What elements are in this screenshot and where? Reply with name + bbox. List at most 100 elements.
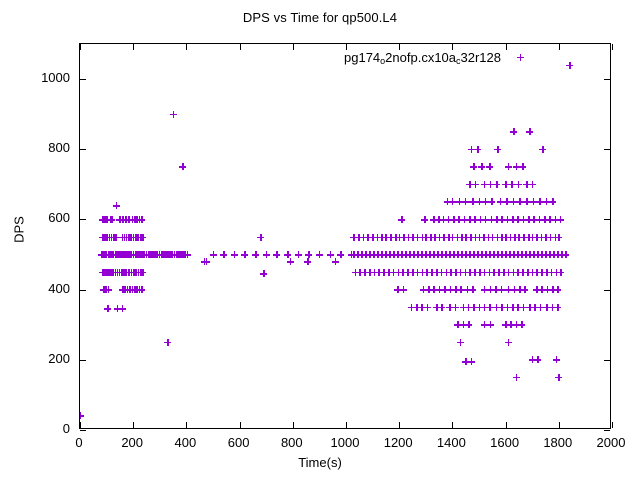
data-point [200,258,208,266]
x-axis-tick [239,44,241,50]
data-point [510,128,518,136]
data-point [262,251,270,259]
data-point [128,286,136,294]
data-point [495,268,503,276]
data-point [413,268,421,276]
data-point [476,215,484,223]
data-point [409,268,416,276]
data-point [124,233,132,241]
legend: pg174o2nofp.cx10ac32r128 [344,47,533,67]
y-axis-tick [604,79,610,81]
data-point [465,215,473,223]
data-point [230,251,238,259]
data-point [466,180,474,188]
data-point [152,251,160,259]
data-point [542,251,549,259]
data-point [115,268,123,276]
data-point [526,128,534,136]
data-point [510,286,518,294]
data-point [105,268,113,276]
data-point [421,215,429,223]
data-point [168,251,176,259]
data-point [103,268,111,276]
data-point [549,251,557,259]
x-axis-tick [346,422,347,428]
data-point [498,251,506,259]
data-point [370,268,378,276]
data-point [463,286,471,294]
data-point [523,180,531,188]
data-point [512,373,520,381]
data-point [100,233,108,241]
data-point [478,163,486,171]
x-axis-tick [505,422,507,428]
y-axis-tick [604,149,610,151]
data-point [557,268,565,276]
data-point [161,251,169,259]
data-point [430,286,438,294]
data-point [373,233,381,241]
data-point [454,251,462,259]
data-point [351,268,359,276]
data-point [366,251,374,259]
data-point [459,321,467,329]
data-point [113,268,121,276]
data-point [547,268,555,276]
data-point [504,338,512,346]
data-point [122,268,130,276]
data-point [422,233,430,241]
data-point [451,303,459,311]
data-point [101,268,109,276]
data-point [108,215,116,223]
data-point [305,251,313,259]
data-point [170,251,178,259]
data-point [460,215,468,223]
data-point [374,251,382,259]
data-point [155,251,163,259]
data-point [375,268,383,276]
data-point [104,305,112,313]
data-point [543,286,551,294]
data-point [418,233,426,241]
data-point [543,268,551,276]
y-axis-tick [604,430,610,431]
y-axis-tick [80,430,86,431]
data-point [241,251,249,259]
data-point [481,215,489,223]
data-point [503,303,511,311]
data-point [133,286,141,294]
data-point [430,251,438,259]
data-point [404,268,412,276]
y-axis-tick [80,219,86,221]
data-point [178,251,186,259]
data-point [486,321,494,329]
data-point [448,233,456,241]
data-point [452,286,460,294]
data-point [456,268,464,276]
data-point [545,251,553,259]
x-axis-tick [612,44,613,50]
data-point [498,303,506,311]
data-point [418,268,426,276]
data-point [113,251,121,259]
data-point [453,233,461,241]
x-axis-tick-label: 400 [174,435,197,450]
data-point [97,251,105,259]
y-axis-tick [80,359,86,361]
data-point [536,303,544,311]
data-point [423,303,431,311]
data-point [474,145,482,153]
data-point [439,215,447,223]
data-point [552,356,560,364]
data-point [435,233,443,241]
data-point [528,268,536,276]
data-point [466,251,474,259]
y-axis-tick-label: 200 [48,350,70,366]
data-point [471,268,479,276]
y-axis-tick [604,359,610,361]
data-point [424,286,432,294]
data-point [294,251,302,259]
data-point [515,286,523,294]
data-point [502,233,510,241]
data-point [528,180,536,188]
